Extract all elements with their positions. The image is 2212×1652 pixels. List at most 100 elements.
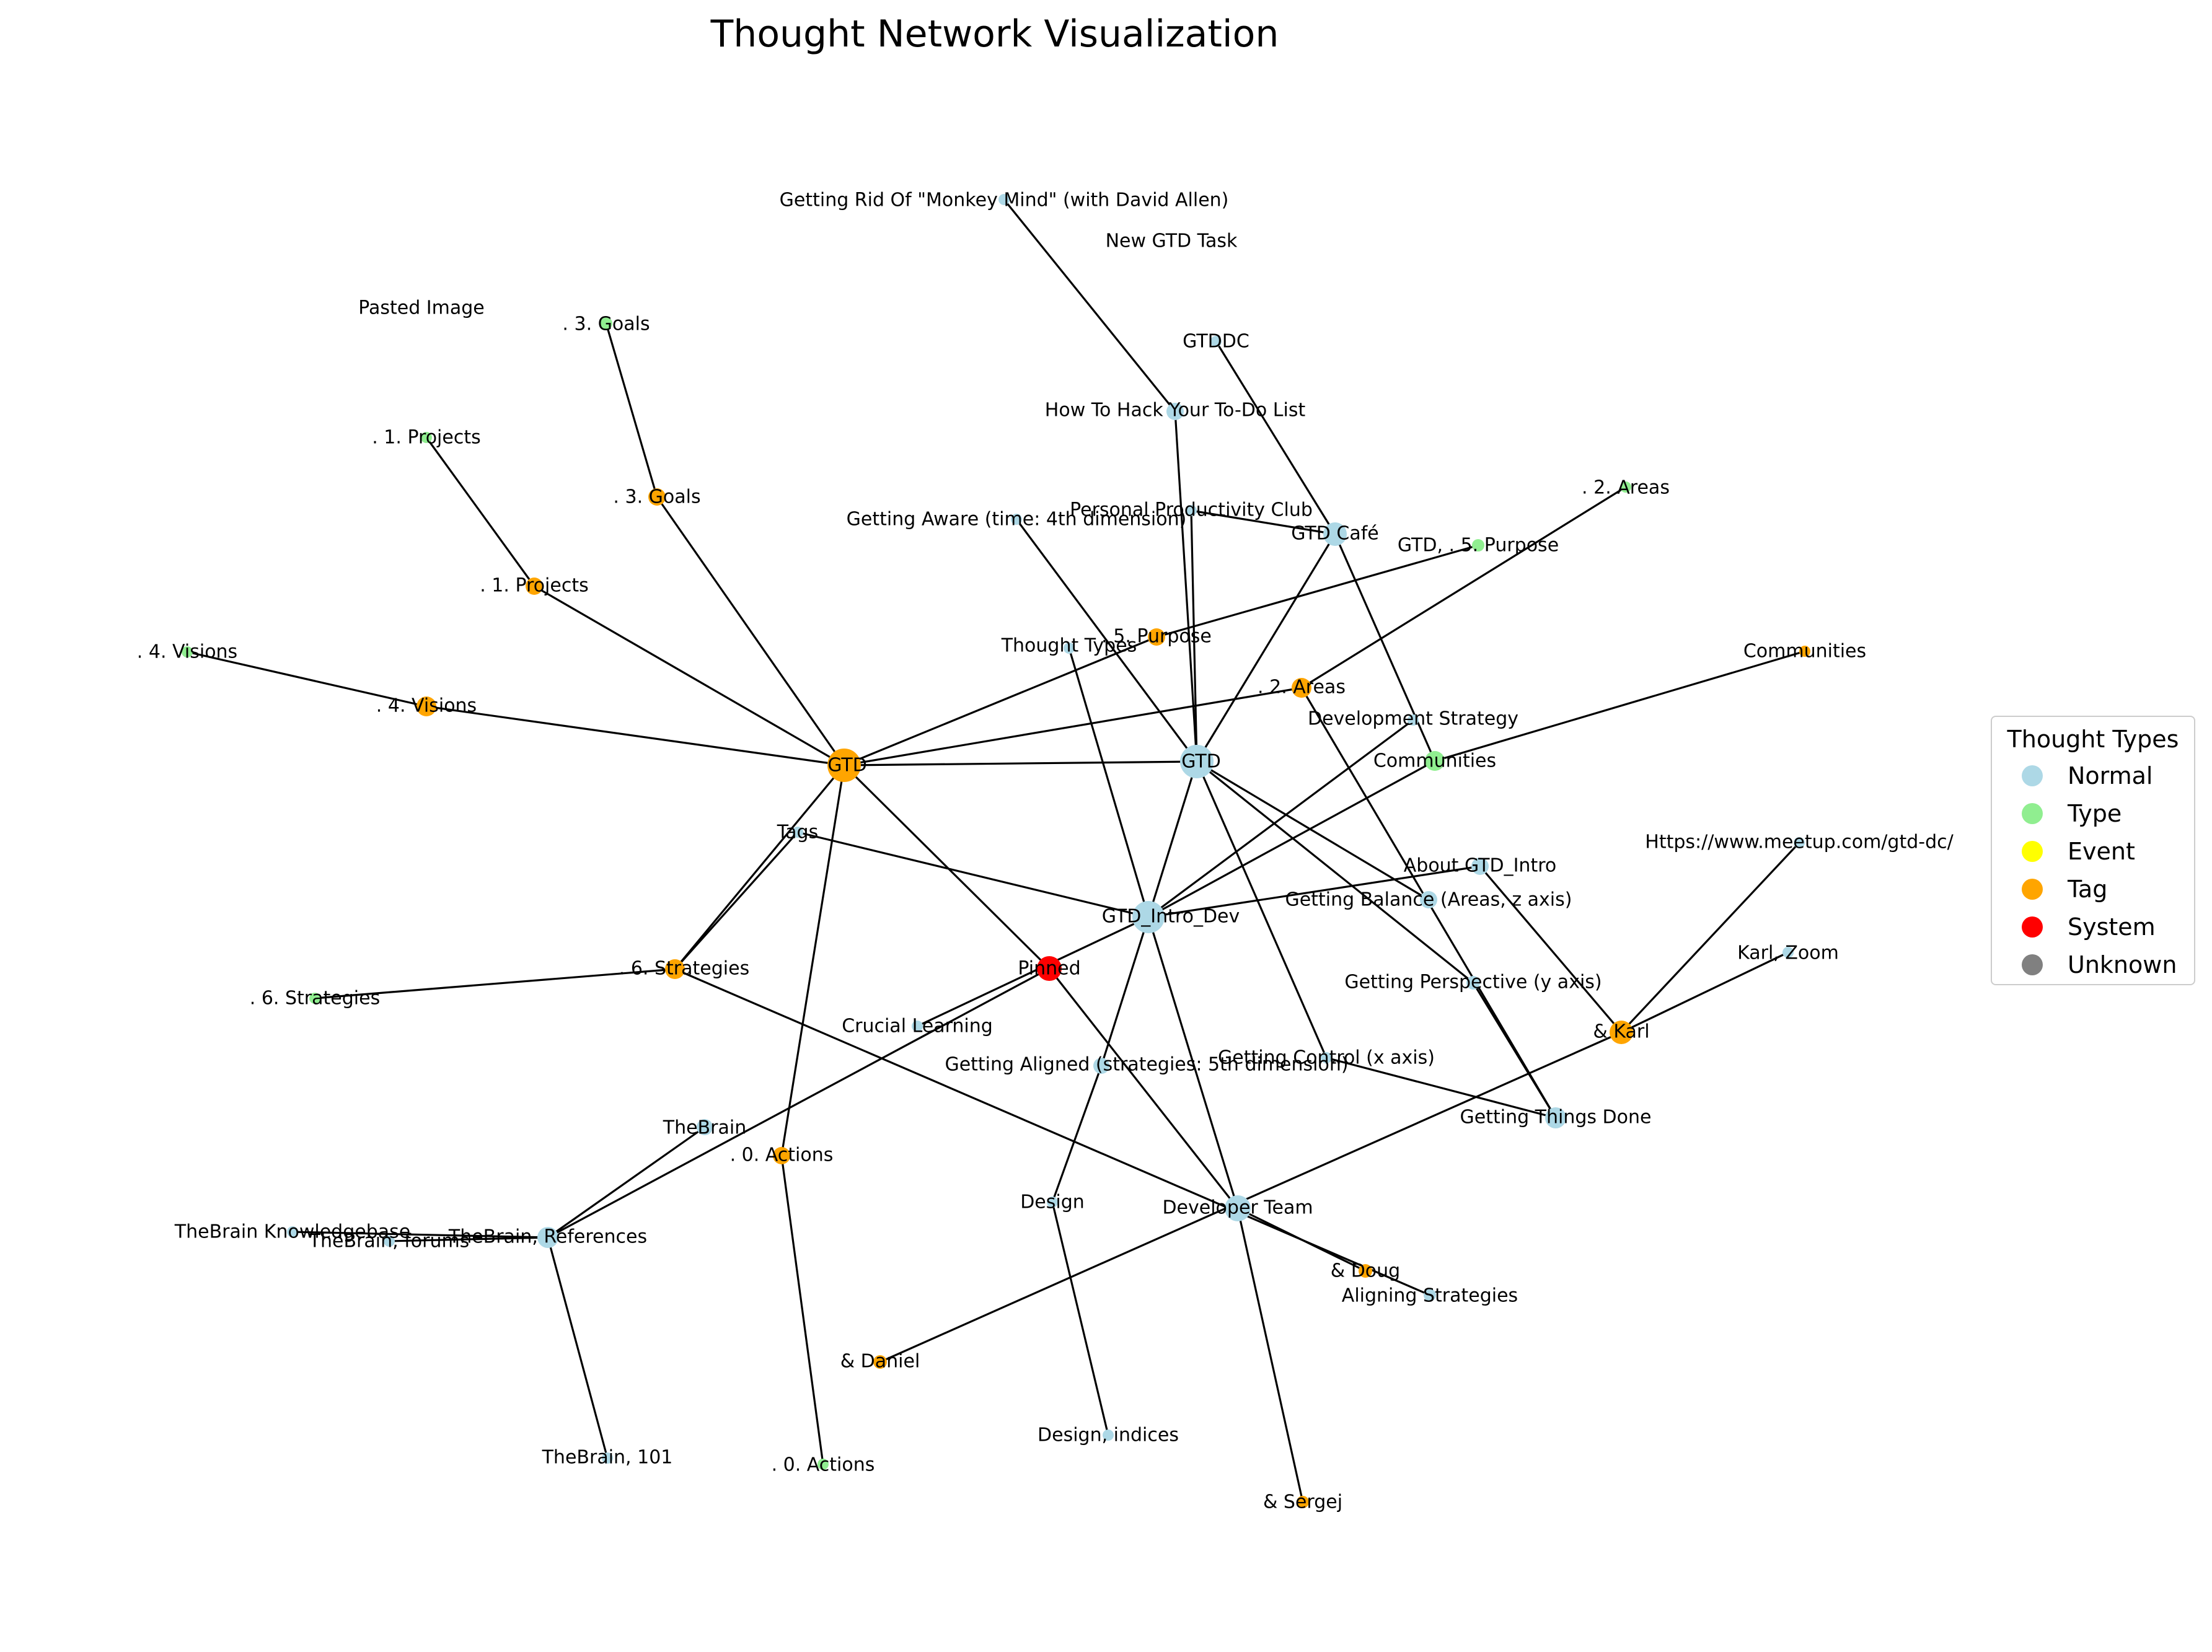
- node-strategies-type[interactable]: [309, 993, 320, 1004]
- node-areas-type[interactable]: [1620, 481, 1631, 493]
- legend-marker-normal: [2022, 765, 2043, 786]
- edge-visions_tag-visions_type: [187, 651, 427, 708]
- node-gtd-intro-dev[interactable]: [1132, 901, 1165, 933]
- node-strategies-tag[interactable]: [665, 959, 685, 979]
- node-meetup[interactable]: [1794, 837, 1805, 848]
- edge-design-design_indices: [1051, 1202, 1109, 1436]
- node-label-design: Design: [1020, 1192, 1085, 1213]
- node-getting-rid[interactable]: [998, 194, 1010, 205]
- node-label-getting-control: Getting Control (x axis): [1218, 1047, 1435, 1069]
- node-getting-things-done[interactable]: [1545, 1107, 1566, 1128]
- node-how-to-hack[interactable]: [1166, 403, 1184, 420]
- node-about-gtd-intro[interactable]: [1471, 858, 1489, 875]
- node-label-doug: & Doug: [1331, 1260, 1400, 1282]
- legend-label-type: Type: [2068, 799, 2122, 827]
- edge-gtd_intro_dev-thought_types: [1068, 648, 1150, 918]
- node-sergej[interactable]: [1297, 1496, 1309, 1508]
- node-goals-tag[interactable]: [648, 488, 666, 506]
- node-label-gtd-intro-dev: GTD_Intro_Dev: [1102, 906, 1240, 928]
- node-gtd-cafe[interactable]: [1323, 522, 1347, 546]
- node-karl-zoom[interactable]: [1782, 947, 1794, 958]
- node-getting-aware[interactable]: [1011, 514, 1022, 525]
- node-karl[interactable]: [1610, 1021, 1633, 1044]
- node-layer: [182, 194, 1810, 1508]
- edge-purpose_tag-purpose_type: [1156, 544, 1479, 638]
- node-label-strategies-type: . 6. Strategies: [250, 988, 380, 1009]
- node-label-crucial-learning: Crucial Learning: [842, 1016, 993, 1037]
- edge-projects_tag-projects_type: [425, 437, 535, 587]
- node-crucial-learning[interactable]: [912, 1021, 923, 1032]
- edge-about_gtd_intro-karl: [1479, 865, 1623, 1034]
- node-thebrain-references[interactable]: [537, 1227, 558, 1248]
- edge-layer: [187, 198, 1805, 1503]
- node-thebrain-101[interactable]: [602, 1452, 613, 1464]
- node-label-goals-type: . 3. Goals: [562, 314, 650, 335]
- node-getting-balance[interactable]: [1420, 891, 1437, 908]
- node-label-projects-tag: . 1. Projects: [480, 575, 589, 597]
- node-getting-control[interactable]: [1321, 1052, 1332, 1063]
- edge-pinned-developer_team: [1048, 968, 1239, 1209]
- node-development-strategy[interactable]: [1408, 714, 1419, 726]
- edge-tags-strategies_tag: [674, 831, 799, 970]
- node-thebrain[interactable]: [697, 1119, 713, 1135]
- node-doug[interactable]: [1359, 1264, 1372, 1278]
- legend-label-tag: Tag: [2068, 875, 2108, 903]
- node-gtddc[interactable]: [1210, 336, 1222, 347]
- node-purpose-type[interactable]: [1472, 539, 1484, 551]
- edge-gtd_tag-pinned: [843, 764, 1051, 970]
- label-layer: GTD GTD GTD_Intro_Dev Pinned Developer Team G…: [137, 190, 1954, 1513]
- node-goals-type[interactable]: [600, 317, 612, 330]
- node-communities-type[interactable]: [1425, 751, 1445, 771]
- edge-karl-karl_zoom: [1621, 951, 1789, 1034]
- chart-title: Thought Network Visualization: [710, 12, 1279, 56]
- edge-gtd-getting_control: [1196, 761, 1328, 1058]
- node-label-getting-aware: Getting Aware (time: 4th dimension): [847, 509, 1187, 530]
- edge-thebrain_references-thebrain_forums: [389, 1236, 549, 1242]
- node-actions-type[interactable]: [817, 1459, 829, 1470]
- node-projects-tag[interactable]: [526, 578, 543, 595]
- node-communities-tag[interactable]: [1799, 646, 1810, 657]
- node-daniel[interactable]: [873, 1355, 887, 1369]
- edge-gtd_tag-goals_tag: [656, 496, 845, 766]
- legend-item-system: System: [2004, 908, 2182, 946]
- node-label-karl: & Karl: [1593, 1021, 1649, 1043]
- node-label-personal-productivity: Personal Productivity Club: [1070, 499, 1313, 521]
- node-label-karl-zoom: Karl, Zoom: [1737, 942, 1839, 964]
- node-areas-tag[interactable]: [1292, 678, 1311, 698]
- edge-pinned-thebrain_references: [547, 967, 1050, 1239]
- node-visions-tag[interactable]: [416, 696, 436, 716]
- node-label-aligning-strategies: Aligning Strategies: [1342, 1285, 1518, 1307]
- node-label-visions-type: . 4. Visions: [137, 641, 237, 663]
- edge-gtd-gtd_intro_dev: [1147, 761, 1198, 918]
- node-thought-types[interactable]: [1064, 643, 1075, 654]
- node-actions-tag[interactable]: [773, 1147, 790, 1164]
- edge-actions_tag-actions_type: [780, 1155, 824, 1465]
- node-getting-perspective[interactable]: [1466, 976, 1480, 990]
- node-developer-team[interactable]: [1225, 1195, 1251, 1221]
- node-purpose-tag[interactable]: [1148, 628, 1165, 646]
- node-pinned[interactable]: [1037, 956, 1062, 981]
- node-label-strategies-tag: . 6. Strategies: [619, 958, 749, 980]
- node-thebrain-kb[interactable]: [287, 1226, 298, 1237]
- node-design-indices[interactable]: [1103, 1430, 1114, 1441]
- node-personal-productivity[interactable]: [1186, 505, 1197, 516]
- node-label-thebrain-kb: TheBrain Knowledgebase: [174, 1221, 410, 1243]
- node-label-getting-aligned: Getting Aligned (strategies: 5th dimensi…: [945, 1054, 1348, 1076]
- node-gtd[interactable]: [1180, 745, 1214, 778]
- node-design[interactable]: [1047, 1197, 1058, 1208]
- edge-goals_tag-goals_type: [605, 323, 658, 498]
- node-label-thebrain: TheBrain: [663, 1117, 746, 1139]
- node-aligning-strategies[interactable]: [1424, 1289, 1436, 1301]
- node-visions-type[interactable]: [182, 646, 193, 657]
- node-label-new-gtd-task: New GTD Task: [1106, 231, 1238, 252]
- node-gtd-tag[interactable]: [827, 749, 861, 782]
- node-thebrain-forums[interactable]: [384, 1236, 395, 1247]
- node-tags[interactable]: [792, 827, 803, 838]
- legend-marker-event: [2022, 840, 2043, 862]
- node-getting-aligned[interactable]: [1093, 1058, 1109, 1074]
- legend-marker-tag: [2022, 878, 2043, 900]
- node-label-getting-things-done: Getting Things Done: [1460, 1107, 1652, 1128]
- node-projects-type[interactable]: [421, 432, 432, 443]
- node-label-projects-type: . 1. Projects: [372, 427, 481, 449]
